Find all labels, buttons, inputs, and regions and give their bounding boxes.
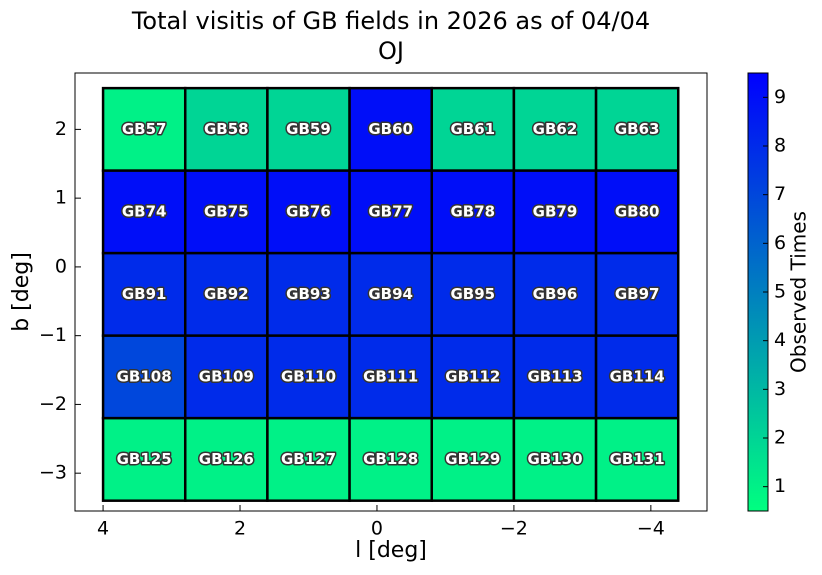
cell <box>183 86 269 172</box>
cell <box>512 251 598 337</box>
cell-label: GB80 <box>615 202 660 220</box>
colorbar-tick-label: 2 <box>774 427 786 449</box>
cell <box>594 416 680 502</box>
y-tick-label: 2 <box>55 118 67 140</box>
cell-label: GB110 <box>281 367 336 385</box>
cell-label: GB130 <box>527 450 582 468</box>
cell-label: GB128 <box>363 450 418 468</box>
cell-label: GB58 <box>204 120 249 138</box>
cell-label: GB111 <box>363 367 418 385</box>
cell-label: GB79 <box>533 202 578 220</box>
cell-label: GB60 <box>368 120 413 138</box>
chart-title: Total visitis of GB fields in 2026 as of… <box>131 7 650 35</box>
colorbar-tick-label: 4 <box>774 329 786 351</box>
cell-label: GB74 <box>122 202 167 220</box>
cell-label: GB57 <box>122 120 167 138</box>
cell-label: GB112 <box>445 367 500 385</box>
cell-label: GB125 <box>117 450 172 468</box>
cell-label: GB91 <box>122 285 167 303</box>
colorbar-tick-label: 5 <box>774 281 786 303</box>
cell <box>266 251 351 337</box>
x-tick-label: −4 <box>637 518 665 540</box>
y-tick-label: −1 <box>39 324 67 346</box>
cell-label: GB94 <box>368 285 413 303</box>
cell-label: GB96 <box>533 285 578 303</box>
cell <box>594 251 680 337</box>
x-tick-label: 4 <box>97 518 109 540</box>
cell <box>101 86 187 172</box>
x-tick-label: 2 <box>234 518 246 540</box>
cell-label: GB131 <box>610 450 665 468</box>
cell-label: GB109 <box>199 367 254 385</box>
chart-subtitle: OJ <box>378 37 404 65</box>
cell-label: GB59 <box>286 120 331 138</box>
cell <box>512 334 598 420</box>
x-tick-label: 0 <box>371 518 383 540</box>
cell-label: GB77 <box>368 202 413 220</box>
cell-label: GB129 <box>445 450 500 468</box>
colorbar-tick-label: 9 <box>774 86 786 108</box>
cell <box>266 169 351 255</box>
cell <box>266 416 351 502</box>
y-tick-label: 0 <box>55 255 67 277</box>
colorbar-label: Observed Times <box>787 211 811 373</box>
x-tick-label: −2 <box>500 518 528 540</box>
cell-label: GB62 <box>533 120 578 138</box>
cell <box>183 334 269 420</box>
cell-label: GB75 <box>204 202 249 220</box>
cell <box>430 251 516 337</box>
cell-label: GB127 <box>281 450 336 468</box>
x-axis-label: l [deg] <box>355 538 427 563</box>
colorbar-tick-label: 3 <box>774 378 786 400</box>
cell-label: GB95 <box>451 285 496 303</box>
cell <box>183 251 269 337</box>
cell <box>594 169 680 255</box>
cell-label: GB63 <box>615 120 660 138</box>
y-tick-label: 1 <box>55 187 67 209</box>
cell-label: GB61 <box>451 120 496 138</box>
cell-label: GB126 <box>199 450 254 468</box>
cell-label: GB78 <box>451 202 496 220</box>
cell-label: GB97 <box>615 285 660 303</box>
plot-frame <box>74 72 708 512</box>
cell-label: GB113 <box>527 367 582 385</box>
cell <box>512 416 598 502</box>
y-tick-label: −2 <box>39 393 67 415</box>
colorbar-tick-label: 1 <box>774 475 786 497</box>
cell-label: GB76 <box>286 202 331 220</box>
cell <box>101 169 187 255</box>
cell <box>101 416 187 502</box>
colorbar-tick-label: 8 <box>774 135 786 157</box>
cell-label: GB92 <box>204 285 249 303</box>
cell-label: GB114 <box>610 367 665 385</box>
y-tick-label: −3 <box>39 462 67 484</box>
colorbar-tick-label: 7 <box>774 183 786 205</box>
cell <box>430 169 516 255</box>
cell-label: GB93 <box>286 285 331 303</box>
cell <box>101 334 187 420</box>
y-axis-label: b [deg] <box>9 252 34 332</box>
colorbar-tick-label: 6 <box>774 232 786 254</box>
cell-label: GB108 <box>117 367 172 385</box>
cell <box>512 86 598 172</box>
